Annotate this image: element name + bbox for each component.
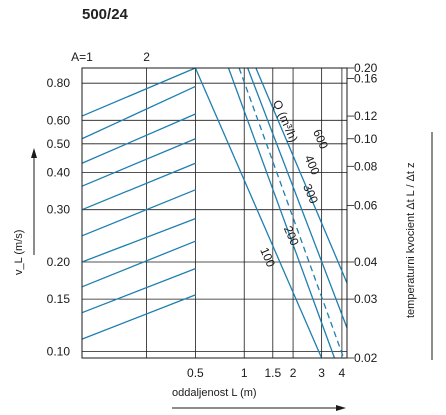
short-curve-line — [81, 294, 196, 340]
short-curve-line — [81, 267, 196, 314]
short-curve-line — [81, 217, 196, 263]
top-label: 2 — [143, 50, 150, 64]
series-line-400 — [247, 67, 348, 329]
y2-tick-label: 0.16 — [354, 71, 378, 85]
x-tick-label: 4 — [339, 366, 346, 380]
y-tick-label: 0.10 — [47, 344, 71, 358]
plot-frame — [81, 67, 348, 359]
x-axis-arrowhead — [336, 405, 346, 411]
series-line-100 — [194, 67, 323, 359]
short-curve-line — [81, 162, 196, 211]
y2-axis-label: temperaturni kvocient Δt L / Δt z — [405, 162, 417, 318]
y2-tick-label: 0.03 — [354, 292, 378, 306]
short-curve-line — [81, 67, 196, 117]
plot-border — [81, 67, 348, 359]
y-tick-label: 0.30 — [47, 203, 71, 217]
y2-tick-labels: 0.200.16 0.12 0.10 0.08 0.06 0.04 0.03 0.02 — [354, 61, 378, 365]
x-tick-labels: 0.5 1 1.5 2 3 4 — [187, 366, 346, 380]
y-axis-label: v_L (m/s) — [13, 230, 25, 275]
x-axis-label: oddaljenost L (m) — [172, 387, 257, 399]
short-curve-line — [81, 85, 196, 140]
y-tick-label: 0.20 — [47, 255, 71, 269]
y-tick-label: 0.80 — [47, 76, 71, 90]
y-axis-arrowhead — [31, 148, 37, 158]
short-curve-line — [81, 189, 196, 237]
y-tick-label: 0.40 — [47, 166, 71, 180]
x-tick-label: 1 — [241, 366, 248, 380]
curve-label-600: 600 — [310, 127, 331, 151]
y-tick-label: 0.50 — [47, 137, 71, 151]
series-line-600 — [255, 67, 348, 284]
short-curve-line — [81, 240, 196, 288]
y-tick-label: 0.60 — [47, 113, 71, 127]
y2-tick-label: 0.08 — [354, 159, 378, 173]
y2-tick-label: 0.12 — [354, 109, 378, 123]
chart-title: 500/24 — [82, 6, 129, 23]
top-label: A=1 — [71, 50, 93, 64]
short-curve-line — [81, 138, 196, 187]
top-labels: A=1 2 — [71, 50, 150, 64]
y2-tick-label: 0.06 — [354, 198, 378, 212]
y2-tick-label: 0.20 — [354, 61, 378, 75]
curve-label-100: 100 — [257, 245, 278, 269]
x-tick-label: 0.5 — [187, 366, 204, 380]
y2-tick-label: 0.02 — [354, 351, 378, 365]
grid — [82, 67, 354, 359]
y2-tick-label: 0.10 — [354, 132, 378, 146]
y2-tick-label: 0.04 — [354, 255, 378, 269]
x-tick-label: 3 — [318, 366, 325, 380]
y-tick-labels: 0.10 0.15 0.20 0.30 0.40 0.50 0.60 0.80 — [47, 76, 71, 358]
curve-label-300: 300 — [300, 182, 321, 206]
curve-label-200: 200 — [281, 224, 302, 248]
y-tick-label: 0.15 — [47, 292, 71, 306]
curves — [81, 67, 348, 359]
short-curve-line — [81, 113, 196, 164]
series-line-200 — [227, 67, 336, 359]
curve-label-400: 400 — [302, 153, 323, 177]
series-line-300 — [238, 67, 345, 359]
x-tick-label: 1.5 — [264, 366, 281, 380]
x-tick-label: 2 — [290, 366, 297, 380]
